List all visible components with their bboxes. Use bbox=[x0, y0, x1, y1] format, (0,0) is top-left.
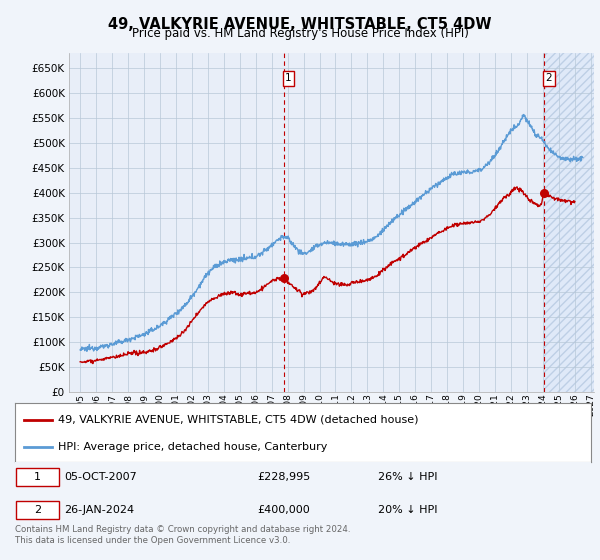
Text: 1: 1 bbox=[285, 73, 292, 83]
FancyBboxPatch shape bbox=[16, 501, 59, 519]
Text: £228,995: £228,995 bbox=[257, 473, 310, 482]
Text: 05-OCT-2007: 05-OCT-2007 bbox=[64, 473, 137, 482]
Text: 2: 2 bbox=[545, 73, 552, 83]
Text: 49, VALKYRIE AVENUE, WHITSTABLE, CT5 4DW (detached house): 49, VALKYRIE AVENUE, WHITSTABLE, CT5 4DW… bbox=[58, 414, 419, 424]
Point bbox=[539, 188, 549, 197]
Text: 49, VALKYRIE AVENUE, WHITSTABLE, CT5 4DW: 49, VALKYRIE AVENUE, WHITSTABLE, CT5 4DW bbox=[108, 17, 492, 32]
Text: 26-JAN-2024: 26-JAN-2024 bbox=[64, 505, 134, 515]
Text: HPI: Average price, detached house, Canterbury: HPI: Average price, detached house, Cant… bbox=[58, 442, 328, 452]
FancyBboxPatch shape bbox=[16, 468, 59, 486]
Text: £400,000: £400,000 bbox=[257, 505, 310, 515]
Bar bbox=[544, 53, 594, 392]
Text: Price paid vs. HM Land Registry's House Price Index (HPI): Price paid vs. HM Land Registry's House … bbox=[131, 27, 469, 40]
Point bbox=[279, 273, 289, 282]
Text: Contains HM Land Registry data © Crown copyright and database right 2024.
This d: Contains HM Land Registry data © Crown c… bbox=[15, 525, 350, 545]
Text: 26% ↓ HPI: 26% ↓ HPI bbox=[378, 473, 437, 482]
Text: 2: 2 bbox=[34, 505, 41, 515]
Text: 1: 1 bbox=[34, 473, 41, 482]
Text: 20% ↓ HPI: 20% ↓ HPI bbox=[378, 505, 437, 515]
